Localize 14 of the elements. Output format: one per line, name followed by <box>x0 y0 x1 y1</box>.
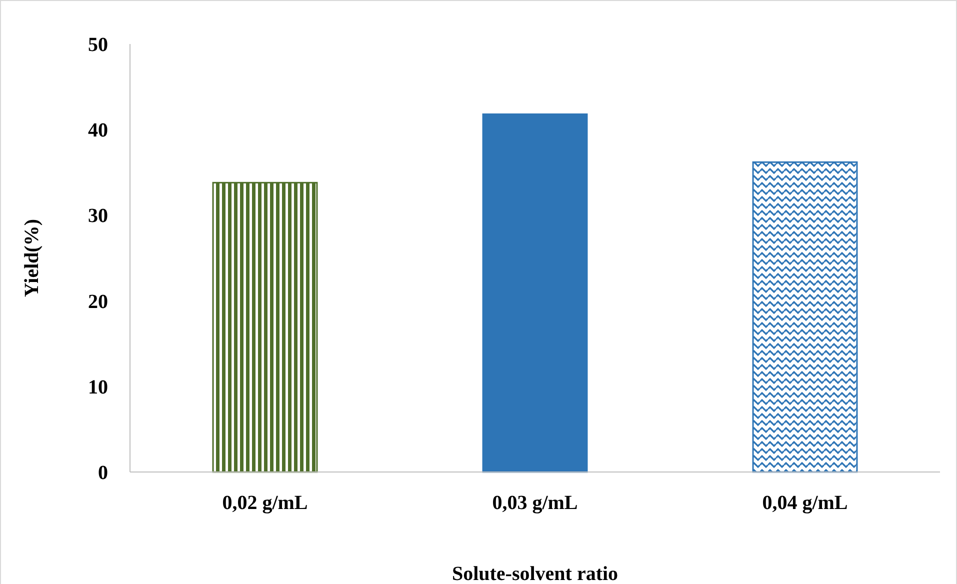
y-axis-title: Yield(%) <box>21 218 43 298</box>
y-tick-label: 50 <box>88 34 108 56</box>
x-tick-label: 0,03 g/mL <box>492 492 578 514</box>
y-tick-label: 10 <box>88 376 108 398</box>
bar <box>482 113 588 473</box>
x-axis-title: Solute-solvent ratio <box>452 563 618 584</box>
x-tick-label: 0,02 g/mL <box>222 492 308 514</box>
bar <box>752 161 858 473</box>
y-tick-label: 40 <box>88 120 108 142</box>
x-tick-label: 0,04 g/mL <box>762 492 848 514</box>
y-tick-label: 0 <box>98 462 108 484</box>
y-tick-label: 30 <box>88 205 108 228</box>
y-tick-label: 20 <box>88 290 108 313</box>
bar <box>212 182 318 473</box>
